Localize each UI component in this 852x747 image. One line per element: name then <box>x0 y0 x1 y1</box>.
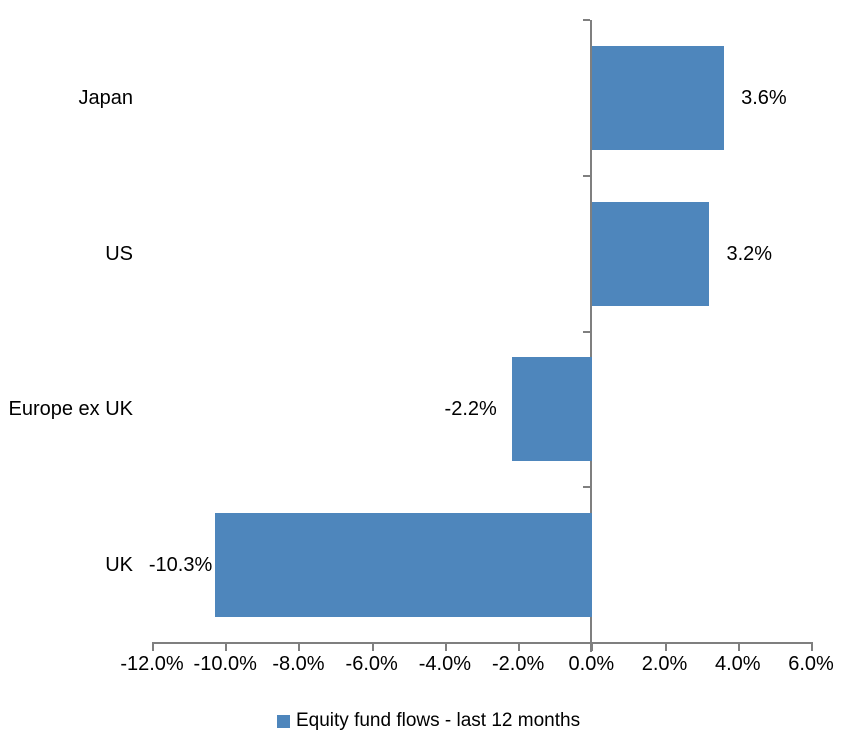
x-tick-mark <box>811 643 813 651</box>
x-tick-label: -6.0% <box>345 653 398 675</box>
x-tick-label: -2.0% <box>491 653 545 675</box>
x-tick-mark <box>737 643 740 651</box>
value-label-japan: 3.6% <box>741 86 787 109</box>
x-tick-mark <box>298 643 301 651</box>
bar-us <box>592 201 710 306</box>
category-label-uk: UK <box>105 554 133 577</box>
x-axis-line <box>152 642 813 644</box>
x-tick-mark <box>664 643 667 651</box>
value-label-europe-ex-uk: -2.2% <box>444 398 497 421</box>
legend-label: Equity fund flows - last 12 months <box>296 710 581 731</box>
x-tick-label: 4.0% <box>714 653 761 675</box>
bar-japan <box>592 45 725 150</box>
bar-uk <box>215 513 593 618</box>
bar-europe-ex-uk <box>511 357 593 462</box>
x-tick-label: -4.0% <box>418 653 471 675</box>
x-tick-label: 6.0% <box>788 653 834 675</box>
x-tick-label: -10.0% <box>193 653 257 675</box>
value-label-uk: -10.3% <box>148 554 213 577</box>
x-tick-label: 2.0% <box>641 653 688 675</box>
y-tick-mark <box>583 486 591 489</box>
y-tick-mark <box>583 19 591 21</box>
x-tick-label: -8.0% <box>272 653 325 675</box>
legend-swatch-icon <box>277 714 290 728</box>
x-tick-label: 0.0% <box>568 653 615 675</box>
y-tick-mark <box>583 330 591 333</box>
x-tick-mark <box>591 643 594 651</box>
x-tick-label: -12.0% <box>120 653 184 675</box>
x-tick-mark <box>225 643 228 651</box>
legend: Equity fund flows - last 12 months <box>277 710 580 732</box>
category-label-us: US <box>105 242 133 265</box>
y-tick-mark <box>583 174 591 177</box>
x-tick-mark <box>371 643 374 651</box>
category-label-japan: Japan <box>78 86 134 109</box>
x-tick-mark <box>518 643 521 651</box>
x-tick-mark <box>444 643 447 651</box>
value-label-us: 3.2% <box>726 242 773 265</box>
y-axis-line <box>590 20 593 652</box>
x-tick-mark <box>152 643 154 651</box>
category-label-europe-ex-uk: Europe ex UK <box>8 398 133 421</box>
